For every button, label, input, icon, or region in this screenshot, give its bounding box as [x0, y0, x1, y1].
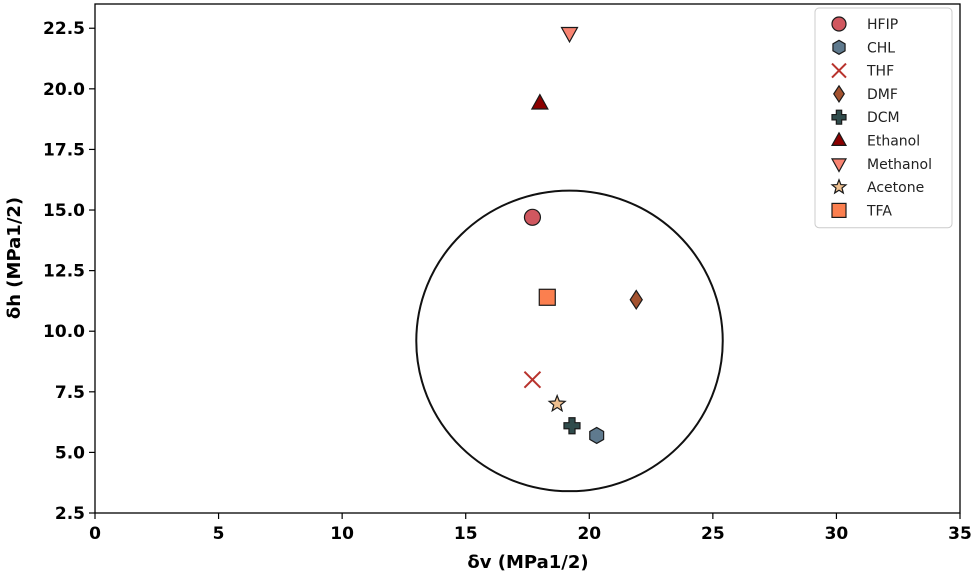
legend: HFIP CHL THF DMF DCM Ethanol Methanol Acetone TF…: [814, 7, 953, 229]
legend-label: Acetone: [867, 180, 924, 196]
data-point-hfip: [523, 208, 542, 226]
legend-marker-acetone: [830, 178, 848, 195]
legend-label: THF: [866, 64, 894, 80]
x-axis-label: δv (MPa1/2): [467, 552, 588, 573]
y-tick-label: 5.0: [55, 443, 85, 463]
y-axis-label: δh (MPa1/2): [4, 197, 25, 319]
legend-marker-hfip: [831, 16, 847, 32]
y-tick-label: 7.5: [55, 383, 85, 403]
y-tick-label: 2.5: [55, 504, 85, 524]
legend-label: DMF: [867, 87, 898, 103]
legend-label: Methanol: [867, 157, 932, 173]
x-tick-label: 0: [89, 524, 101, 544]
legend-label: Ethanol: [867, 134, 920, 150]
x-tick-label: 25: [701, 524, 725, 544]
legend-marker-dmf: [833, 84, 845, 104]
legend-box: [814, 7, 953, 229]
data-point-chl: [589, 426, 605, 445]
y-axis-ticks: 2.5 5.0 7.5 10.0 12.5 15.0 17.5 20.0 22.5: [43, 19, 95, 524]
y-tick-label: 20.0: [43, 80, 85, 100]
legend-marker-ethanol: [830, 131, 848, 146]
x-tick-label: 20: [577, 524, 601, 544]
data-point-tfa: [538, 288, 556, 306]
legend-marker-thf: [831, 62, 847, 79]
y-tick-label: 12.5: [43, 262, 85, 282]
legend-marker-methanol: [830, 158, 848, 173]
legend-label: HFIP: [867, 17, 898, 33]
data-points: [523, 26, 643, 445]
legend-label: DCM: [867, 110, 900, 126]
y-tick-label: 15.0: [43, 201, 85, 221]
x-tick-label: 30: [825, 524, 849, 544]
data-point-methanol: [560, 26, 579, 44]
legend-marker-tfa: [831, 202, 847, 218]
y-tick-label: 22.5: [43, 19, 85, 39]
legend-marker-chl: [832, 39, 846, 55]
data-point-dcm: [563, 417, 581, 435]
legend-label: TFA: [866, 203, 892, 219]
x-tick-label: 10: [330, 524, 354, 544]
data-point-acetone: [547, 393, 567, 413]
data-point-thf: [523, 370, 542, 389]
data-point-ethanol: [530, 93, 549, 110]
legend-marker-dcm: [831, 109, 847, 125]
x-axis-ticks: 0 5 10 15 20 25 30 35: [89, 513, 972, 544]
y-tick-label: 17.5: [43, 140, 85, 160]
solubility-circle: [415, 189, 724, 493]
y-tick-label: 10.0: [43, 322, 85, 342]
x-tick-label: 35: [948, 524, 972, 544]
legend-label: CHL: [867, 40, 895, 56]
x-tick-label: 5: [213, 524, 225, 544]
x-tick-label: 15: [454, 524, 478, 544]
data-point-dmf: [629, 289, 643, 311]
